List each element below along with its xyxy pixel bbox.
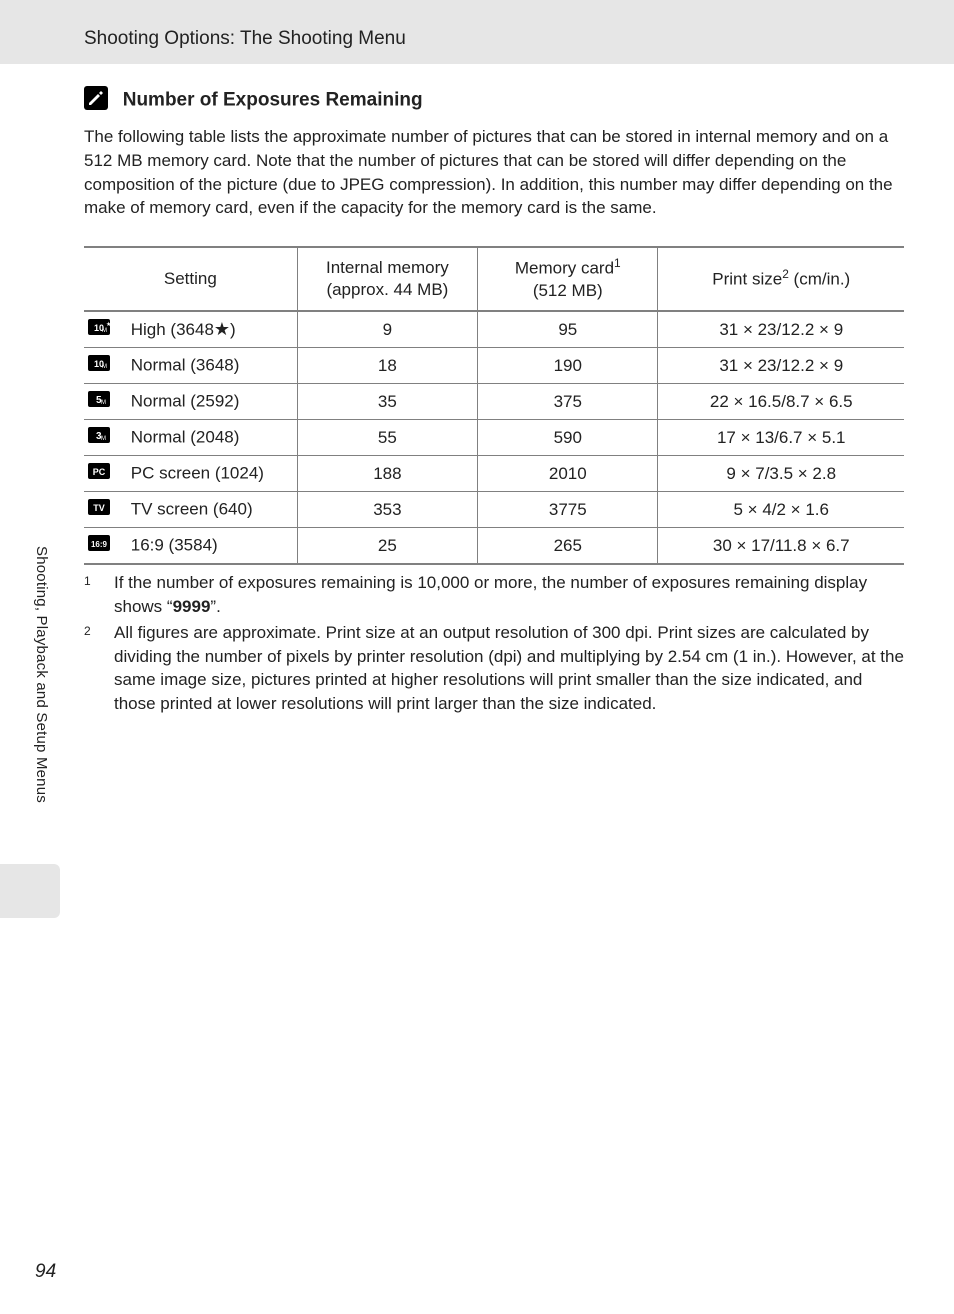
cell-print: 31 × 23/12.2 × 9 — [658, 311, 904, 348]
setting-label: 16:9 (3584) — [131, 536, 218, 555]
section-title: Number of Exposures Remaining — [123, 90, 423, 111]
cell-setting: 16:9 16:9 (3584) — [84, 528, 297, 565]
cell-internal: 18 — [297, 348, 477, 384]
cell-card: 375 — [478, 384, 658, 420]
cell-print: 31 × 23/12.2 × 9 — [658, 348, 904, 384]
table-header-row: Setting Internal memory (approx. 44 MB) … — [84, 247, 904, 311]
cell-internal: 9 — [297, 311, 477, 348]
table-row: 3M Normal (2048) 55 590 17 × 13/6.7 × 5.… — [84, 420, 904, 456]
mode-icon: PC — [88, 463, 110, 484]
footnote-1: 1 If the number of exposures remaining i… — [84, 571, 904, 619]
table-row: 10M Normal (3648) 18 190 31 × 23/12.2 × … — [84, 348, 904, 384]
star-icon: ★ — [214, 319, 230, 339]
cell-print: 30 × 17/11.8 × 6.7 — [658, 528, 904, 565]
cell-setting: 10M★ High (3648★) — [84, 311, 297, 348]
cell-card: 95 — [478, 311, 658, 348]
cell-print: 9 × 7/3.5 × 2.8 — [658, 456, 904, 492]
svg-text:M: M — [101, 436, 106, 442]
svg-text:M: M — [101, 400, 106, 406]
page-header: Shooting Options: The Shooting Menu — [0, 0, 954, 64]
table-row: 10M★ High (3648★) 9 95 31 × 23/12.2 × 9 — [84, 311, 904, 348]
cell-internal: 25 — [297, 528, 477, 565]
cell-print: 22 × 16.5/8.7 × 6.5 — [658, 384, 904, 420]
card-sup: 1 — [614, 256, 621, 270]
cell-card: 190 — [478, 348, 658, 384]
cell-setting: TV TV screen (640) — [84, 492, 297, 528]
cell-card: 2010 — [478, 456, 658, 492]
section-title-row: Number of Exposures Remaining — [84, 86, 904, 115]
svg-text:PC: PC — [93, 467, 106, 477]
print-sup: 2 — [782, 267, 789, 281]
table-row: TV TV screen (640) 353 3775 5 × 4/2 × 1.… — [84, 492, 904, 528]
setting-label: Normal (2592) — [131, 392, 240, 411]
footnote-2: 2 All figures are approximate. Print siz… — [84, 621, 904, 716]
pencil-note-icon — [84, 86, 108, 115]
col-print: Print size2 (cm/in.) — [658, 247, 904, 311]
exposures-table: Setting Internal memory (approx. 44 MB) … — [84, 246, 904, 565]
cell-internal: 35 — [297, 384, 477, 420]
cell-card: 3775 — [478, 492, 658, 528]
table-row: 16:9 16:9 (3584) 25 265 30 × 17/11.8 × 6… — [84, 528, 904, 565]
setting-label: PC screen (1024) — [131, 464, 264, 483]
setting-label: Normal (3648) — [131, 356, 240, 375]
mode-icon: 3M — [88, 427, 110, 448]
cell-setting: 10M Normal (3648) — [84, 348, 297, 384]
table-row: PC PC screen (1024) 188 2010 9 × 7/3.5 ×… — [84, 456, 904, 492]
svg-text:16:9: 16:9 — [91, 540, 108, 549]
cell-internal: 55 — [297, 420, 477, 456]
setting-label: TV screen (640) — [131, 500, 253, 519]
footnote-marker: 2 — [84, 621, 114, 716]
cell-print: 5 × 4/2 × 1.6 — [658, 492, 904, 528]
page: Shooting Options: The Shooting Menu Numb… — [0, 0, 954, 1314]
mode-icon: TV — [88, 499, 110, 520]
side-tab-label: Shooting, Playback and Setup Menus — [33, 546, 50, 803]
setting-label: High (3648★) — [131, 320, 236, 339]
col-internal: Internal memory (approx. 44 MB) — [297, 247, 477, 311]
col-card: Memory card1 (512 MB) — [478, 247, 658, 311]
svg-text:★: ★ — [106, 321, 110, 328]
content-area: Number of Exposures Remaining The follow… — [0, 64, 954, 716]
page-header-text: Shooting Options: The Shooting Menu — [84, 28, 406, 49]
cell-internal: 353 — [297, 492, 477, 528]
cell-setting: PC PC screen (1024) — [84, 456, 297, 492]
setting-label: Normal (2048) — [131, 428, 240, 447]
svg-text:M: M — [102, 328, 107, 334]
intro-paragraph: The following table lists the approximat… — [84, 125, 904, 220]
cell-card: 590 — [478, 420, 658, 456]
mode-icon: 5M — [88, 391, 110, 412]
page-number: 94 — [35, 1261, 56, 1283]
footnote-text: If the number of exposures remaining is … — [114, 571, 904, 619]
cell-print: 17 × 13/6.7 × 5.1 — [658, 420, 904, 456]
footnote-marker: 1 — [84, 571, 114, 619]
cell-internal: 188 — [297, 456, 477, 492]
table-row: 5M Normal (2592) 35 375 22 × 16.5/8.7 × … — [84, 384, 904, 420]
svg-text:M: M — [102, 364, 107, 370]
mode-icon: 10M — [88, 355, 110, 376]
cell-setting: 3M Normal (2048) — [84, 420, 297, 456]
footnote-text: All figures are approximate. Print size … — [114, 621, 904, 716]
mode-icon: 10M★ — [88, 319, 110, 340]
svg-text:TV: TV — [93, 503, 105, 513]
thumb-tab — [0, 864, 60, 918]
col-setting: Setting — [84, 247, 297, 311]
cell-card: 265 — [478, 528, 658, 565]
footnotes: 1 If the number of exposures remaining i… — [84, 571, 904, 716]
mode-icon: 16:9 — [88, 535, 110, 556]
cell-setting: 5M Normal (2592) — [84, 384, 297, 420]
